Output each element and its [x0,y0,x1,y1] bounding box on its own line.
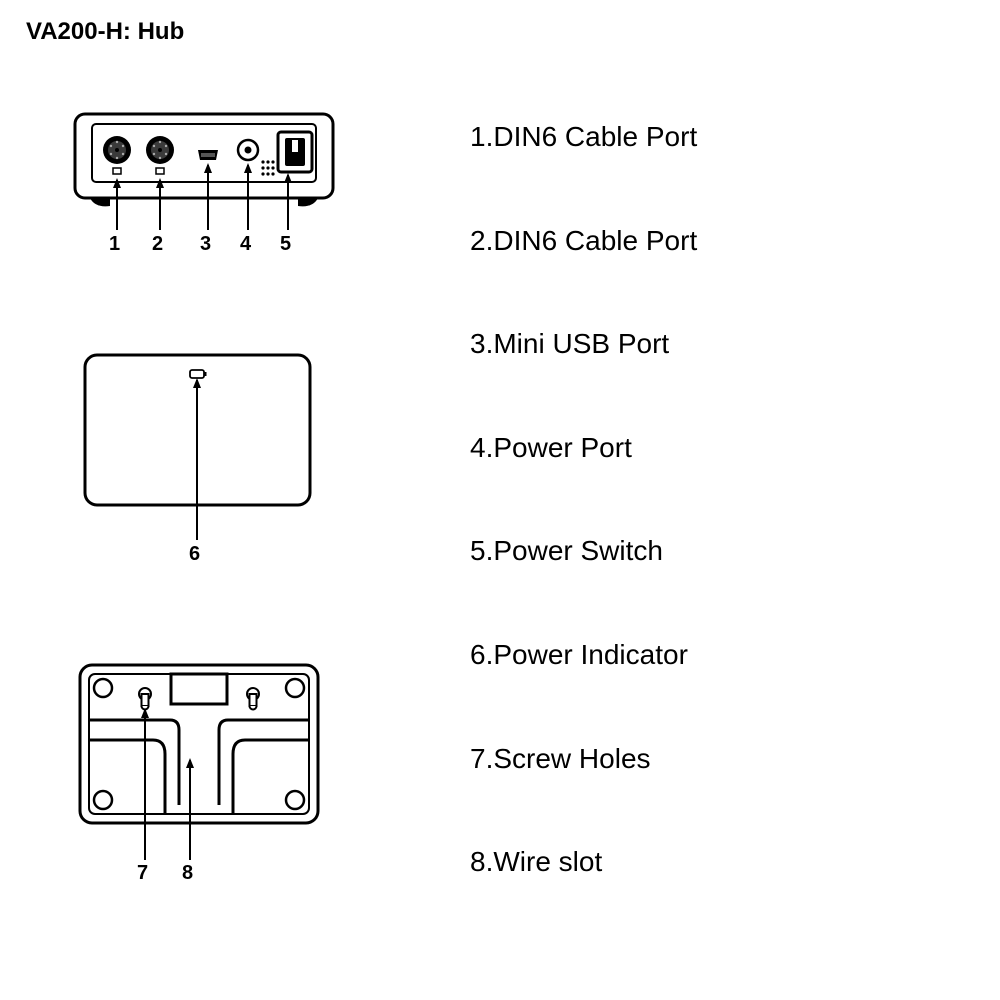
callout-label-2: 2 [152,233,163,256]
callout-label-4: 4 [240,233,251,256]
legend-list: 1.DIN6 Cable Port 2.DIN6 Cable Port 3.Mi… [470,120,920,949]
legend-item-5: 5.Power Switch [470,534,920,568]
callout-label-5: 5 [280,233,291,256]
diagram-column: 1 2 3 4 5 6 [70,110,400,885]
legend-item-7: 7.Screw Holes [470,742,920,776]
legend-item-1: 1.DIN6 Cable Port [470,120,920,154]
top-view-svg [80,350,320,570]
diagram-bottom-view: 7 8 [75,660,400,885]
callout-label-6: 6 [189,543,200,566]
callout-label-7: 7 [137,862,148,885]
legend-item-4: 4.Power Port [470,431,920,465]
screw-hole-right [247,688,259,710]
legend-item-8: 8.Wire slot [470,845,920,879]
callout-label-3: 3 [200,233,211,256]
legend-item-2: 2.DIN6 Cable Port [470,224,920,258]
legend-item-3: 3.Mini USB Port [470,327,920,361]
bottom-view-svg [75,660,325,885]
diagram-back-view: 1 2 3 4 5 [70,110,400,260]
legend-item-6: 6.Power Indicator [470,638,920,672]
callout-label-8: 8 [182,862,193,885]
callout-label-1: 1 [109,233,120,256]
screw-hole-left [139,688,151,710]
diagram-top-view: 6 [80,350,400,570]
page-title: VA200-H: Hub [26,18,184,46]
